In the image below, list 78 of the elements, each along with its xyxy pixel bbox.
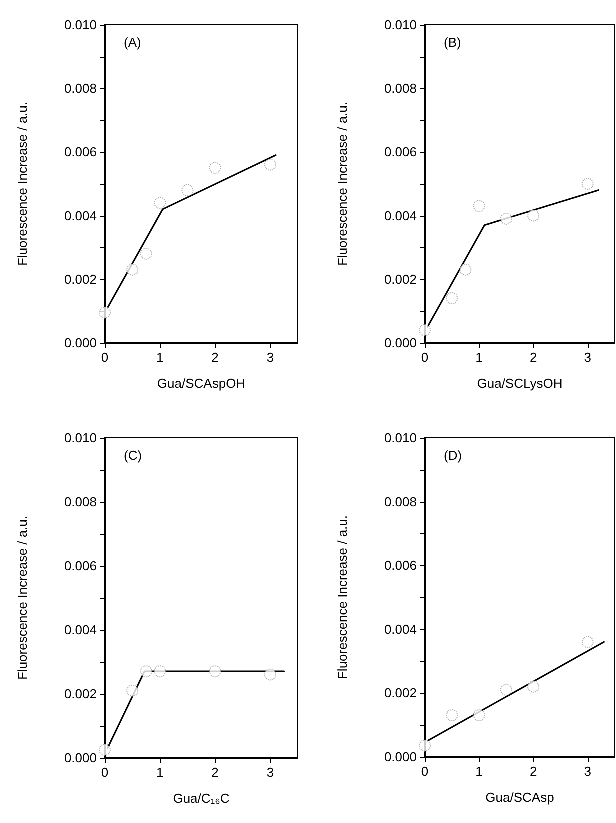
y-tick-label: 0.006 <box>384 558 417 574</box>
x-tick-label: 0 <box>421 350 429 365</box>
text: (C) <box>124 448 142 463</box>
y-tick-label: 0.010 <box>384 430 417 446</box>
y-tick-label: 0.008 <box>64 494 97 510</box>
point <box>528 680 540 693</box>
text: (D) <box>444 448 462 463</box>
y-axis-title: Fluorescence Increase / a.u. <box>335 102 350 266</box>
y-tick-label: 0.008 <box>384 81 417 96</box>
point <box>582 636 594 648</box>
y-tick-label: 0.008 <box>384 494 417 510</box>
point <box>419 324 431 336</box>
x-tick-label: 0 <box>101 765 109 780</box>
point <box>126 264 139 276</box>
y-axis-title: Fluorescence Increase / a.u. <box>15 102 30 266</box>
point <box>209 162 222 174</box>
y-axis-title: Fluorescence Increase / a.u. <box>15 516 30 680</box>
x-tick-label: 3 <box>584 764 592 779</box>
x-axis-title: Gua/SCLysOH <box>477 376 563 391</box>
point <box>209 666 222 678</box>
x-tick-label: 1 <box>476 350 483 365</box>
y-tick-label: 0.006 <box>384 144 417 160</box>
y-tick-label: 0.002 <box>384 272 417 287</box>
x-tick-label: 0 <box>421 764 429 779</box>
point <box>446 710 458 722</box>
y-tick-label: 0.004 <box>384 622 417 637</box>
x-tick-label: 3 <box>584 350 592 365</box>
y-tick-label: 0.002 <box>64 686 97 702</box>
y-tick-label: 0.002 <box>64 272 97 287</box>
point <box>473 200 486 212</box>
point <box>500 212 512 225</box>
x-tick-label: 2 <box>212 765 219 780</box>
point <box>264 668 276 681</box>
x-tick-label: 3 <box>266 350 274 365</box>
x-tick-label: 0 <box>101 350 109 365</box>
y-tick-label: 0.006 <box>64 558 97 574</box>
point <box>140 248 152 260</box>
x-tick-label: 1 <box>156 350 164 365</box>
y-tick-label: 0.000 <box>384 336 417 350</box>
point <box>154 197 166 210</box>
y-tick-label: 0.010 <box>64 18 97 32</box>
point <box>140 666 152 678</box>
x-axis-title: Gua/C₁₆C <box>173 791 230 806</box>
y-tick-label: 0.010 <box>384 18 417 32</box>
point <box>99 744 111 756</box>
point <box>473 710 486 722</box>
point <box>264 158 276 171</box>
point <box>460 264 472 276</box>
point <box>446 292 458 304</box>
y-tick-label: 0.004 <box>64 208 97 224</box>
x-tick-label: 1 <box>156 765 164 780</box>
y-tick-label: 0.008 <box>64 81 97 96</box>
point <box>99 306 111 319</box>
y-tick-label: 0.002 <box>384 686 417 701</box>
y-tick-label: 0.000 <box>384 750 417 764</box>
y-tick-label: 0.000 <box>64 750 97 766</box>
x-tick-label: 2 <box>530 764 538 779</box>
y-tick-label: 0.000 <box>64 336 97 350</box>
x-tick-label: 3 <box>266 765 274 780</box>
x-tick-label: 2 <box>530 350 538 365</box>
x-axis-title: Gua/SCAspOH <box>157 376 246 391</box>
point <box>419 740 431 752</box>
point <box>182 184 194 196</box>
point <box>500 684 512 696</box>
text: (A) <box>124 35 142 50</box>
text: (B) <box>444 35 462 50</box>
y-tick-label: 0.004 <box>64 622 97 638</box>
point <box>154 666 166 678</box>
x-axis-title: Gua/SCAsp <box>486 790 554 805</box>
point <box>528 210 540 222</box>
y-tick-label: 0.004 <box>384 208 417 224</box>
point <box>582 178 594 190</box>
point <box>126 684 139 697</box>
y-tick-label: 0.010 <box>64 430 97 446</box>
y-tick-label: 0.006 <box>64 144 97 160</box>
x-tick-label: 1 <box>476 764 483 779</box>
y-axis-title: Fluorescence Increase / a.u. <box>335 515 350 680</box>
x-tick-label: 2 <box>212 350 219 365</box>
